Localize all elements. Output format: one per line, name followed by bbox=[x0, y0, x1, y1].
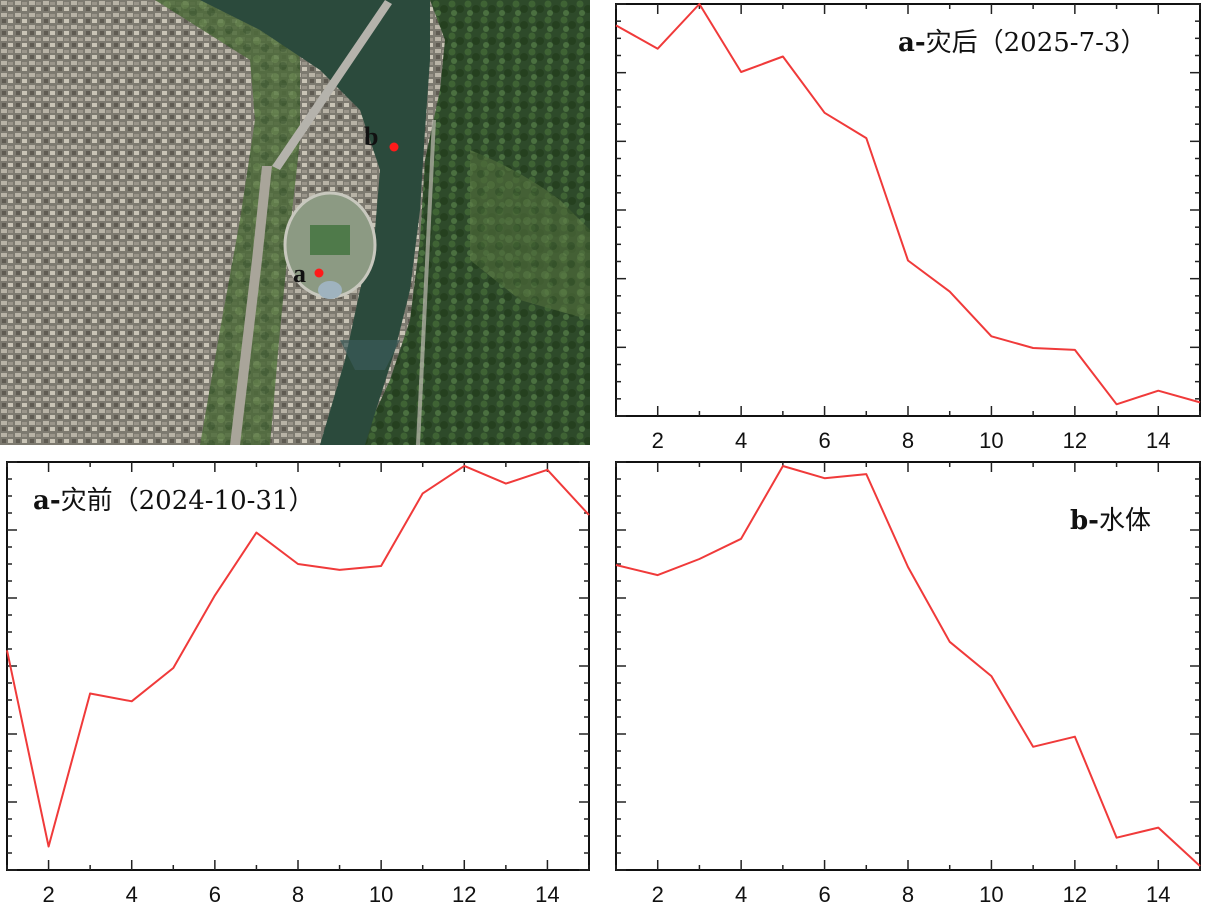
chart-title-water-bold: b- bbox=[1070, 506, 1099, 536]
after-xtick-label: 6 bbox=[818, 428, 830, 453]
chart-title-after-text: 灾后（2025-7-3） bbox=[925, 28, 1147, 58]
chart-title-after-bold: a- bbox=[898, 28, 926, 58]
after-xtick-label: 10 bbox=[979, 428, 1003, 453]
after-xtick-label: 8 bbox=[902, 428, 914, 453]
marker-a-dot bbox=[314, 268, 324, 278]
after-xtick-label: 2 bbox=[652, 428, 664, 453]
water-xtick-label: 10 bbox=[979, 882, 1003, 905]
before-xtick-label: 10 bbox=[369, 882, 393, 905]
chart-title-water: b-水体 bbox=[1070, 500, 1151, 537]
before-xtick-label: 14 bbox=[535, 882, 559, 905]
before-series-line bbox=[6, 464, 590, 848]
chart-title-before-text: 灾前（2024-10-31） bbox=[60, 486, 315, 516]
marker-b-label: b bbox=[364, 122, 378, 151]
satellite-map: b a bbox=[0, 0, 590, 445]
chart-title-water-text: 水体 bbox=[1098, 506, 1151, 536]
marker-a-label: a bbox=[293, 259, 306, 288]
before-xtick-label: 6 bbox=[209, 882, 221, 905]
before-xtick-label: 4 bbox=[126, 882, 138, 905]
chart-title-after: a-灾后（2025-7-3） bbox=[898, 22, 1146, 59]
water-xtick-label: 6 bbox=[818, 882, 830, 905]
before-xtick-label: 2 bbox=[42, 882, 54, 905]
after-xtick-label: 12 bbox=[1063, 428, 1087, 453]
water-xtick-label: 8 bbox=[902, 882, 914, 905]
water-xtick-label: 14 bbox=[1146, 882, 1170, 905]
chart-title-before: a-灾前（2024-10-31） bbox=[33, 480, 315, 517]
chart-water: 2 4 6 8 10 12 14 bbox=[615, 461, 1201, 905]
before-xtick-label: 12 bbox=[452, 882, 476, 905]
chart-after: 2 4 6 8 10 12 14 bbox=[615, 3, 1201, 453]
chart-title-before-bold: a- bbox=[33, 486, 61, 516]
water-xtick-label: 2 bbox=[652, 882, 664, 905]
before-plot-frame bbox=[6, 461, 590, 871]
water-series-line bbox=[615, 465, 1201, 867]
chart-before: 2 4 6 8 10 12 14 bbox=[6, 461, 590, 905]
water-xtick-label: 12 bbox=[1063, 882, 1087, 905]
satellite-image: b a bbox=[0, 0, 590, 445]
marker-b-dot bbox=[389, 142, 399, 152]
after-series-line bbox=[615, 3, 1201, 406]
after-xtick-label: 4 bbox=[735, 428, 747, 453]
water-xtick-label: 4 bbox=[735, 882, 747, 905]
before-xtick-label: 8 bbox=[292, 882, 304, 905]
after-plot-frame bbox=[615, 3, 1201, 417]
after-xtick-label: 14 bbox=[1146, 428, 1170, 453]
